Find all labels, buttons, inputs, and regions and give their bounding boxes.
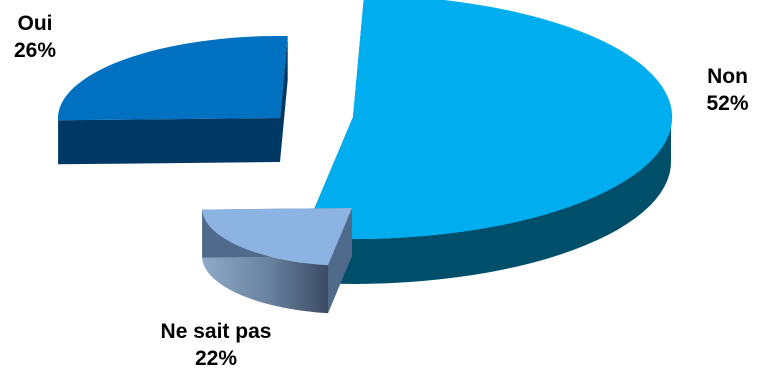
slice-label-oui: Oui 26%: [2, 10, 68, 64]
pie-slice-cut-oui-0: [58, 118, 280, 164]
slice-label-non: Non 52%: [694, 63, 761, 117]
slice-label-ne-sait-pas: Ne sait pas 22%: [118, 318, 314, 372]
pie-slice-oui: [58, 36, 288, 120]
slice-name-oui: Oui: [2, 10, 68, 37]
slice-value-ne-sait-pas: 22%: [118, 345, 314, 372]
slice-value-non: 52%: [694, 90, 761, 117]
slice-value-oui: 26%: [2, 37, 68, 64]
slice-name-ne-sait-pas: Ne sait pas: [118, 318, 314, 345]
slice-name-non: Non: [694, 63, 761, 90]
